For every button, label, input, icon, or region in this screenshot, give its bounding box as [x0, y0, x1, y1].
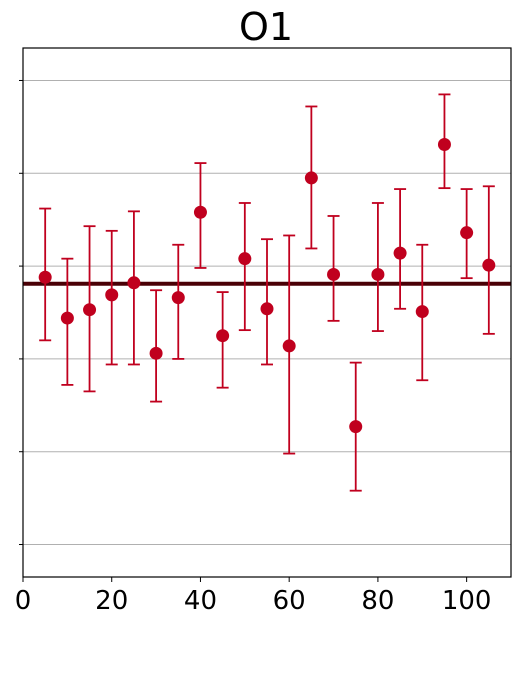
data-point	[304, 171, 318, 185]
axis-ticks: 0 20 40 60 80 100	[15, 79, 492, 616]
data-point	[282, 339, 296, 353]
x-tick-label: 40	[184, 586, 217, 616]
x-tick-label: 80	[361, 586, 394, 616]
data-point	[238, 252, 252, 266]
data-point	[482, 258, 496, 272]
data-point	[105, 288, 119, 302]
data-point	[127, 276, 141, 290]
data-point	[83, 303, 97, 317]
data-point	[437, 138, 451, 152]
data-point	[371, 267, 385, 281]
data-point	[216, 329, 230, 343]
data-points	[38, 138, 496, 434]
chart-title: O1	[239, 5, 293, 49]
data-point	[149, 346, 163, 360]
data-point	[260, 302, 274, 316]
x-tick-label: 100	[442, 586, 492, 616]
data-point	[460, 226, 474, 240]
data-point	[60, 311, 74, 325]
data-point	[415, 305, 429, 319]
data-point	[171, 291, 185, 305]
x-tick-label: 20	[95, 586, 128, 616]
data-point	[193, 205, 207, 219]
data-point	[38, 270, 52, 284]
data-point	[393, 246, 407, 260]
plot-frame	[22, 47, 512, 578]
data-point	[327, 267, 341, 281]
data-point	[349, 420, 363, 434]
x-tick-label: 60	[273, 586, 306, 616]
x-tick-label: 0	[15, 586, 32, 616]
